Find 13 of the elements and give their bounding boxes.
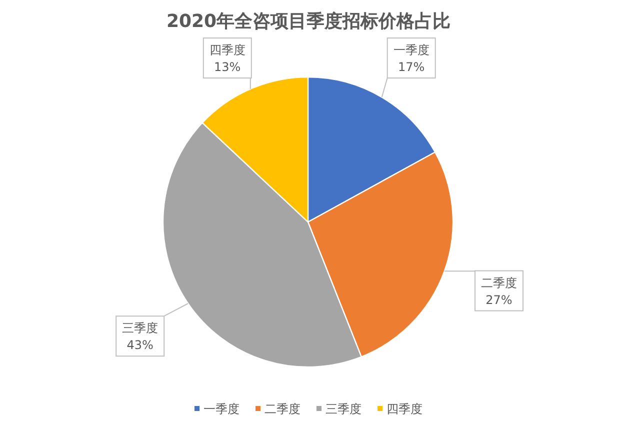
data-label: 四季度	[209, 43, 246, 57]
data-label: 13%	[214, 60, 241, 74]
data-label: 17%	[398, 60, 425, 74]
legend-label: 一季度	[204, 402, 240, 416]
data-label: 一季度	[393, 43, 430, 57]
legend-label: 三季度	[326, 402, 362, 416]
data-label: 三季度	[122, 321, 158, 336]
data-label: 43%	[126, 338, 154, 352]
data-label: 二季度	[481, 276, 517, 290]
legend-label: 二季度	[264, 402, 300, 416]
legend-label: 四季度	[386, 402, 422, 416]
title: 2020年全咨项目季度招标价格占比	[166, 11, 451, 32]
data-label: 27%	[486, 292, 512, 307]
